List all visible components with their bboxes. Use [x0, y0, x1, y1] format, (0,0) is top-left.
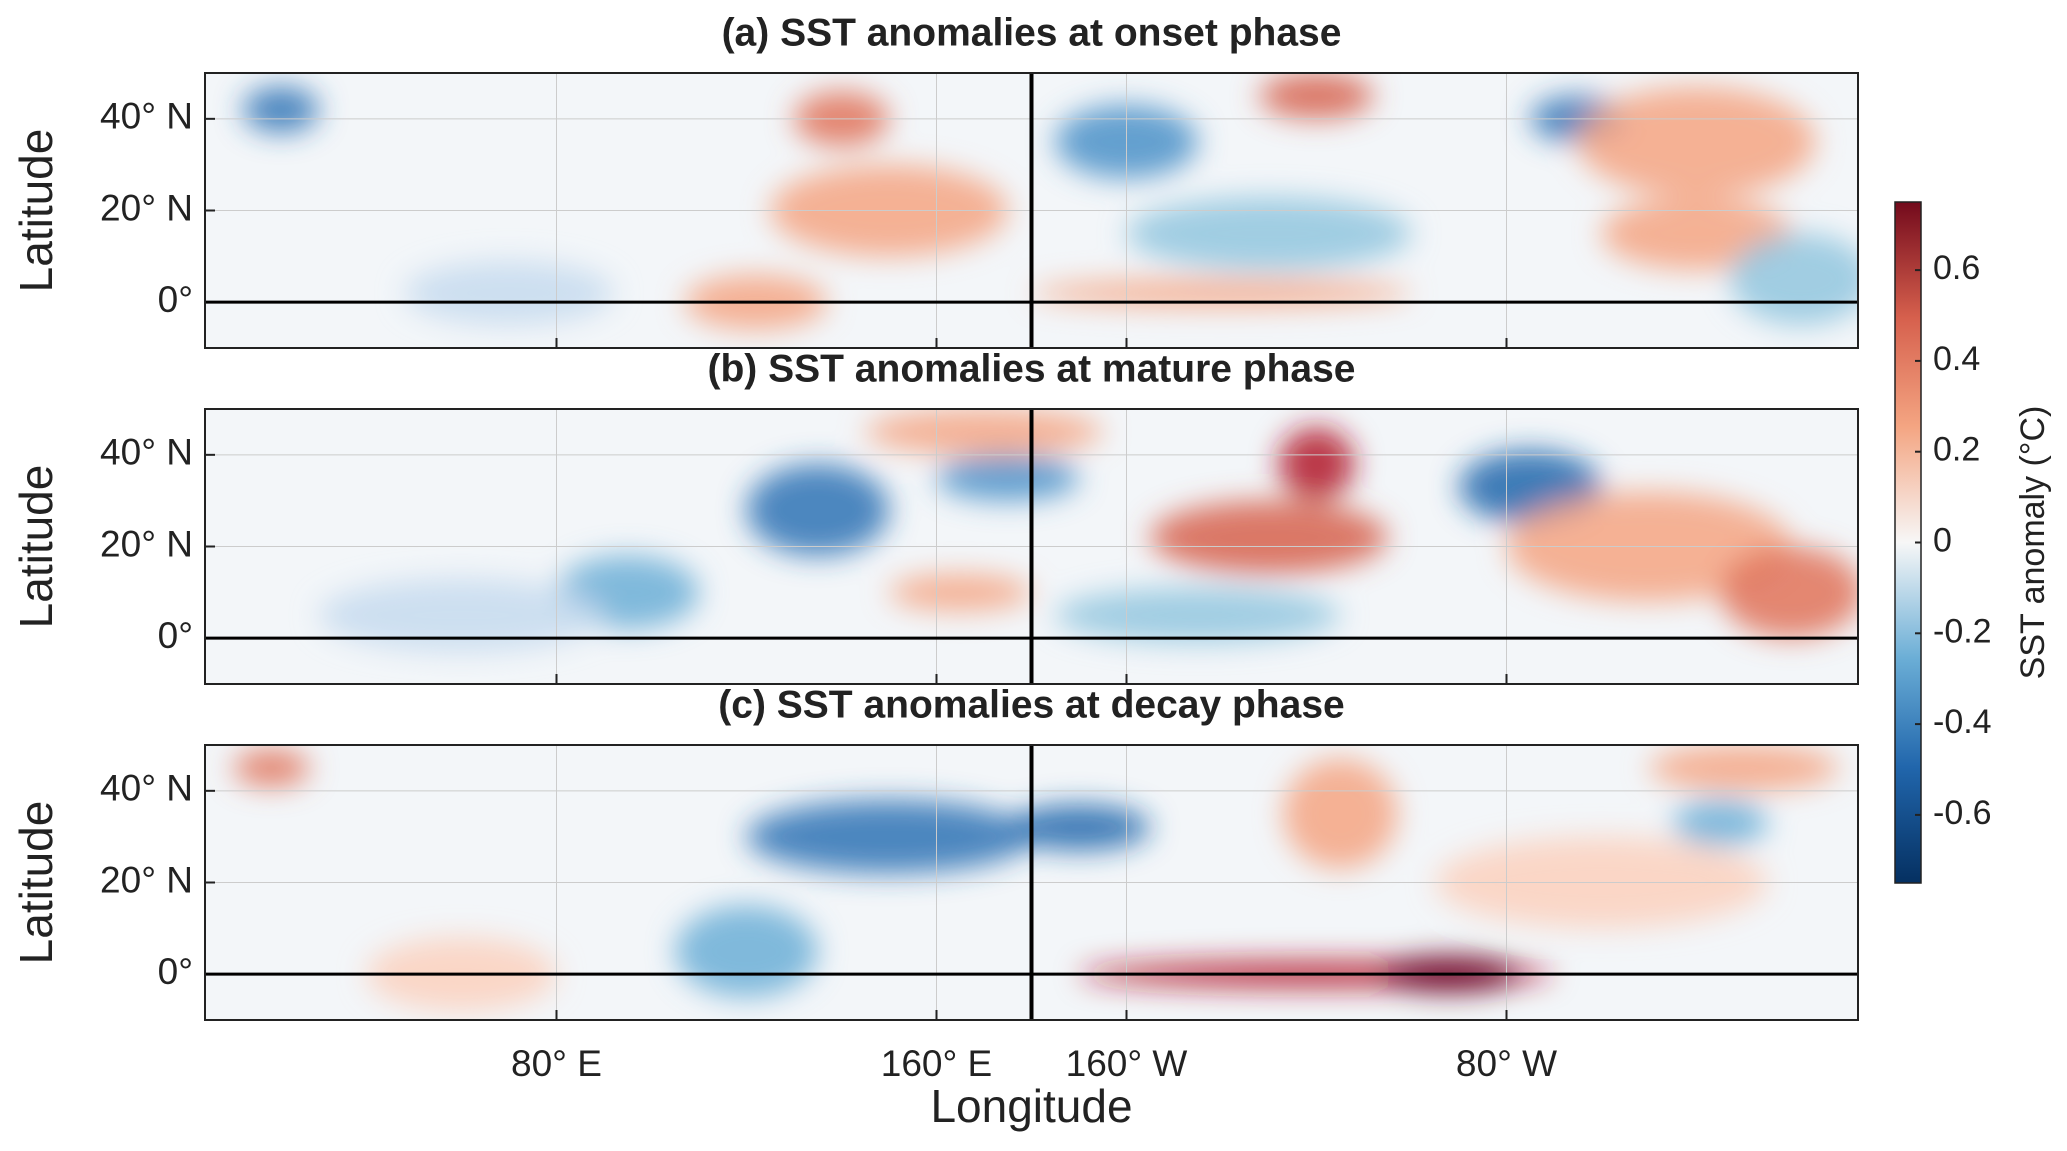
- y-tick-label: 20° N: [100, 523, 193, 564]
- anomaly-patch: [1007, 804, 1151, 851]
- y-axis-label: Latitude: [10, 801, 62, 965]
- colorbar-tick-label: 0.6: [1933, 249, 1980, 287]
- map-field: [205, 73, 1858, 348]
- anomaly-patch: [675, 905, 818, 998]
- x-tick-label: 80° W: [1456, 1043, 1557, 1084]
- panel-title: (c) SST anomalies at decay phase: [718, 683, 1344, 726]
- y-tick-label: 20° N: [100, 187, 193, 228]
- panel-frame: [204, 72, 1859, 349]
- anomaly-patch: [1729, 233, 1858, 326]
- anomaly-patch: [404, 260, 614, 326]
- anomaly-patch: [1577, 86, 1816, 197]
- y-tick-label: 40° N: [100, 768, 193, 809]
- y-tick-label: 0°: [158, 279, 193, 320]
- colorbar-tick-label: 0.4: [1933, 340, 1980, 378]
- anomaly-patch: [746, 464, 889, 556]
- anomaly-patch: [936, 454, 1079, 501]
- colorbar-tick-label: -0.6: [1933, 794, 1992, 832]
- colorbar-label: SST anomaly (°C): [2014, 406, 2052, 680]
- anomaly-patch: [1126, 196, 1412, 271]
- y-axis-label: Latitude: [10, 129, 62, 293]
- panel-title: (b) SST anomalies at mature phase: [707, 347, 1355, 390]
- anomaly-patch: [889, 574, 1032, 611]
- y-tick-label: 20° N: [100, 859, 193, 900]
- y-tick-label: 0°: [158, 951, 193, 992]
- colorbar-tick-label: 0.2: [1933, 431, 1980, 469]
- x-tick-label: 160° W: [1066, 1043, 1188, 1084]
- anomaly-patch: [243, 86, 319, 133]
- anomaly-patch: [233, 749, 310, 787]
- colorbar-tick-label: -0.4: [1933, 703, 1992, 741]
- anomaly-patch: [1720, 546, 1858, 639]
- x-axis-label: Longitude: [930, 1080, 1132, 1132]
- x-tick-label: 160° E: [881, 1043, 993, 1084]
- y-tick-label: 40° N: [100, 432, 193, 473]
- x-tick-label: 80° E: [511, 1043, 602, 1084]
- map-field: [205, 409, 1858, 684]
- anomaly-patch: [746, 800, 1032, 874]
- anomaly-patch: [865, 409, 1103, 455]
- y-tick-label: 40° N: [100, 96, 193, 137]
- colorbar-tick-label: -0.2: [1933, 612, 1992, 650]
- anomaly-patch: [1278, 427, 1355, 501]
- anomaly-patch: [1055, 587, 1341, 643]
- panel-title: (a) SST anomalies at onset phase: [722, 11, 1342, 54]
- anomaly-patch: [1649, 745, 1839, 791]
- panel-frame: [204, 408, 1859, 685]
- anomaly-patch: [319, 578, 604, 652]
- anomaly-patch: [1283, 758, 1398, 869]
- anomaly-patch: [1259, 73, 1374, 119]
- anomaly-patch: [1672, 800, 1768, 846]
- panel-frame: [204, 744, 1859, 1021]
- colorbar-tick-label: 0: [1933, 521, 1952, 559]
- y-axis-label: Latitude: [10, 465, 62, 629]
- y-tick-label: 0°: [158, 615, 193, 656]
- anomaly-patch: [1150, 500, 1388, 574]
